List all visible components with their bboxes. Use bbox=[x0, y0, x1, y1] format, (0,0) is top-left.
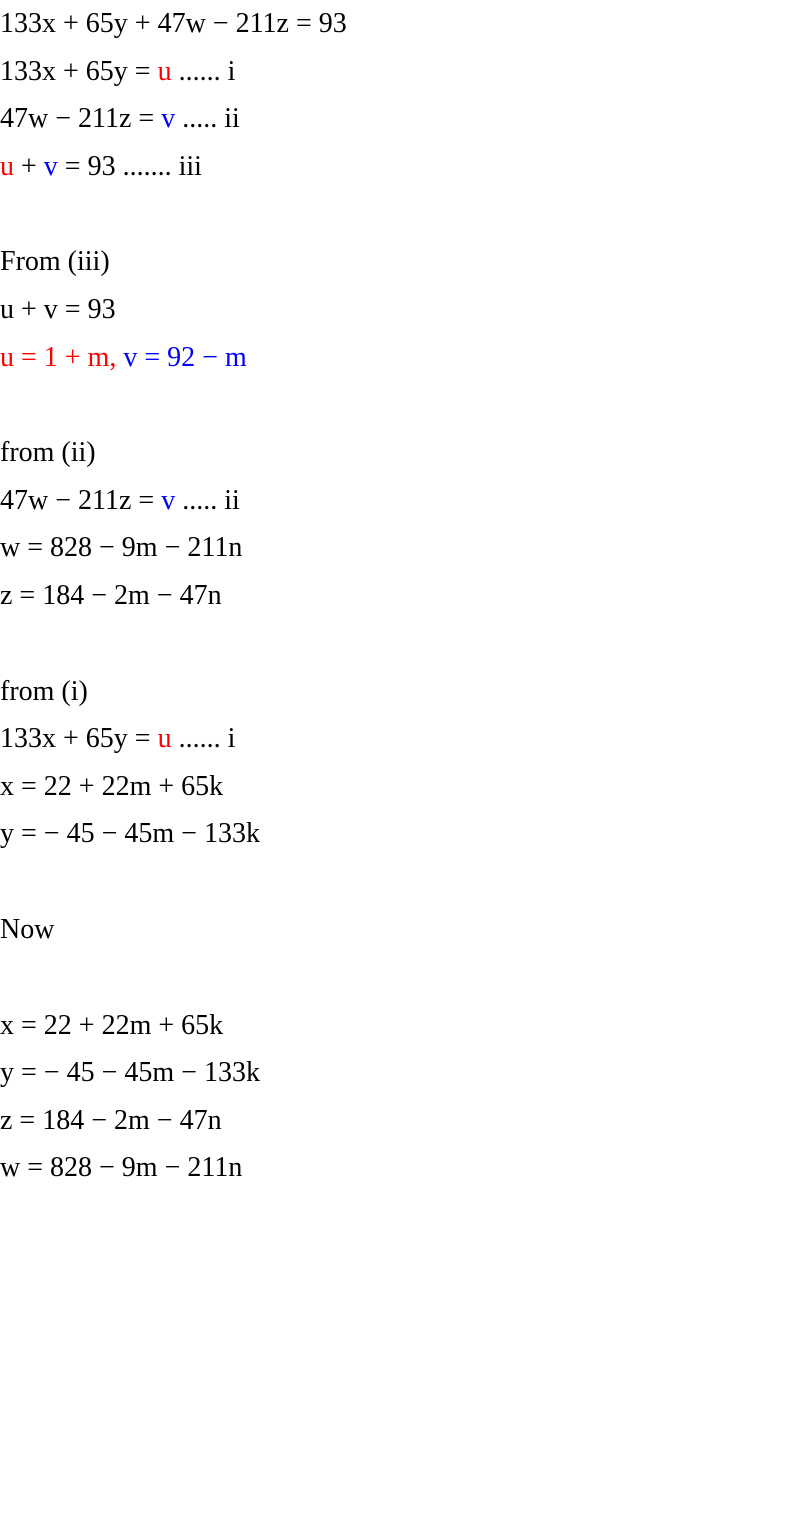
equation-line-1: 133x + 65y + 47w − 211z = 93 bbox=[0, 0, 800, 48]
equation-line-20: w = 828 − 9m − 211n bbox=[0, 1144, 800, 1192]
equation-line-13: 133x + 65y = u ...... i bbox=[0, 715, 800, 763]
equation-line-2: 133x + 65y = u ...... i bbox=[0, 48, 800, 96]
eq9-pre: 47w − 211z = bbox=[0, 485, 161, 516]
eq9-post: ..... ii bbox=[175, 485, 240, 516]
now-label: Now bbox=[0, 906, 800, 954]
equation-line-6: u + v = 93 bbox=[0, 286, 800, 334]
eq13-pre: 133x + 65y = bbox=[0, 723, 158, 754]
from-iii-label: From (iii) bbox=[0, 238, 800, 286]
equation-line-11: z = 184 − 2m − 47n bbox=[0, 572, 800, 620]
eq2-pre: 133x + 65y = bbox=[0, 56, 158, 87]
eq2-u: u bbox=[158, 56, 172, 87]
equation-line-18: y = − 45 − 45m − 133k bbox=[0, 1049, 800, 1097]
spacer bbox=[0, 1192, 800, 1240]
equation-line-7: u = 1 + m, v = 92 − m bbox=[0, 334, 800, 382]
eq4-post: = 93 ....... iii bbox=[58, 151, 202, 182]
equation-line-15: y = − 45 − 45m − 133k bbox=[0, 810, 800, 858]
from-i-label: from (i) bbox=[0, 668, 800, 716]
equation-line-19: z = 184 − 2m − 47n bbox=[0, 1097, 800, 1145]
eq2-post: ...... i bbox=[172, 56, 236, 87]
equation-line-9: 47w − 211z = v ..... ii bbox=[0, 477, 800, 525]
eq3-pre: 47w − 211z = bbox=[0, 103, 161, 134]
spacer bbox=[0, 381, 800, 429]
eq9-v: v bbox=[161, 485, 175, 516]
spacer bbox=[0, 620, 800, 668]
spacer bbox=[0, 858, 800, 906]
eq4-mid: + bbox=[14, 151, 44, 182]
spacer bbox=[0, 954, 800, 1002]
equation-line-17: x = 22 + 22m + 65k bbox=[0, 1002, 800, 1050]
eq7-v: v = 92 − m bbox=[123, 342, 246, 373]
eq4-v: v bbox=[44, 151, 58, 182]
equation-line-3: 47w − 211z = v ..... ii bbox=[0, 95, 800, 143]
eq4-u: u bbox=[0, 151, 14, 182]
eq3-post: ..... ii bbox=[175, 103, 240, 134]
equation-line-14: x = 22 + 22m + 65k bbox=[0, 763, 800, 811]
spacer bbox=[0, 190, 800, 238]
eq13-post: ...... i bbox=[172, 723, 236, 754]
from-ii-label: from (ii) bbox=[0, 429, 800, 477]
equation-line-10: w = 828 − 9m − 211n bbox=[0, 524, 800, 572]
eq13-u: u bbox=[158, 723, 172, 754]
eq3-v: v bbox=[161, 103, 175, 134]
eq7-u: u = 1 + m, bbox=[0, 342, 116, 373]
equation-line-4: u + v = 93 ....... iii bbox=[0, 143, 800, 191]
